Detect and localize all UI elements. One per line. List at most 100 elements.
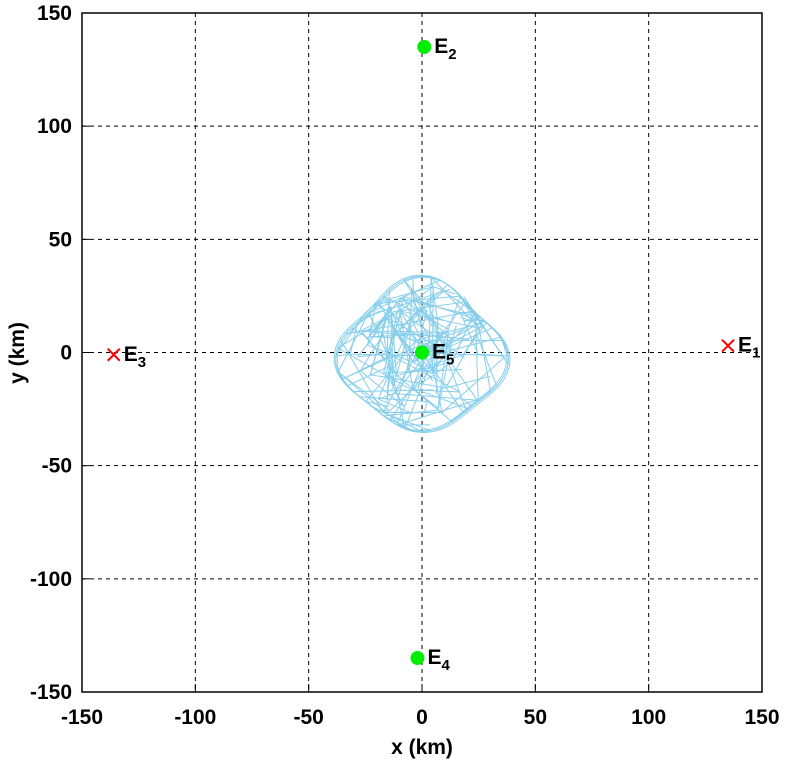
point-label-text: E [434, 35, 448, 58]
point-marker [721, 339, 735, 353]
point-label-subscript: 2 [448, 46, 456, 63]
mesh-edge [360, 330, 449, 333]
mesh-edge [408, 354, 463, 373]
x-tick-label: 50 [524, 706, 547, 729]
y-tick-label: -150 [30, 681, 72, 704]
mesh-edge [394, 315, 417, 341]
mesh-edge [389, 387, 394, 392]
point-marker [415, 345, 429, 360]
mesh-edge [403, 295, 487, 323]
mesh-edge [337, 371, 406, 429]
point-marker [107, 348, 121, 362]
mesh-edge [398, 340, 417, 396]
mesh-edge [395, 293, 436, 334]
point-label: E2 [434, 35, 456, 63]
mesh-edge [387, 352, 393, 356]
y-tick-label: 150 [37, 2, 72, 25]
point-label-subscript: 3 [138, 354, 146, 371]
mesh-edge [351, 327, 370, 340]
mesh-edge [392, 321, 412, 388]
y-tick-label: -100 [30, 568, 72, 591]
mesh-edge [462, 322, 487, 356]
mesh-edge [412, 387, 439, 409]
point-marker [417, 39, 432, 54]
mesh-edge [347, 365, 391, 387]
point-label: E3 [124, 343, 146, 371]
mesh-edge [375, 303, 396, 317]
mesh-edge [384, 328, 465, 360]
mesh-edge [337, 371, 391, 412]
mesh-edge [382, 412, 431, 432]
point-label-subscript: 5 [446, 352, 454, 369]
mesh-edge [431, 286, 434, 374]
mesh-edge [424, 357, 464, 413]
plot-frame [81, 12, 763, 693]
mesh-edge [415, 322, 482, 341]
point-label: E1 [738, 334, 760, 362]
mesh-edge [408, 289, 413, 372]
mesh-edge [357, 309, 382, 323]
mesh-edge [403, 279, 425, 304]
mesh-edge [360, 330, 406, 336]
mesh-edge [395, 332, 435, 373]
mesh-edge [363, 290, 444, 319]
mesh-edge [370, 374, 386, 378]
y-tick-label: 100 [37, 115, 72, 138]
point-label-subscript: 4 [441, 657, 450, 674]
y-axis-label: y (km) [6, 322, 29, 384]
mesh-edge [386, 352, 461, 393]
mesh-edge [434, 327, 493, 354]
point-label-subscript: 1 [752, 345, 760, 362]
mesh-edge [378, 301, 397, 334]
y-tick-label: 50 [49, 228, 72, 251]
mesh-edge [417, 333, 431, 390]
x-axis-label: x (km) [391, 736, 453, 759]
point-label-text: E [427, 646, 441, 669]
mesh-edge [430, 276, 480, 329]
mesh-edge [359, 396, 428, 403]
mesh-edge [474, 312, 479, 402]
point-label-text: E [432, 341, 446, 364]
mesh-edge [335, 312, 366, 357]
point-label-text: E [124, 343, 138, 366]
mesh-edge [367, 306, 392, 346]
mesh-edge [428, 339, 453, 360]
mesh-edge [435, 323, 439, 395]
mesh-edge [388, 361, 453, 378]
mesh-edge [428, 336, 502, 357]
mesh-edge [378, 398, 413, 414]
mesh-edge [399, 286, 434, 312]
point-marker [410, 651, 425, 666]
mesh-edge [365, 401, 390, 408]
mesh-edge [424, 301, 466, 358]
mesh-edge [445, 375, 490, 389]
mesh-edge [383, 369, 462, 374]
mesh-edge [443, 290, 476, 314]
point-label-text: E [738, 334, 752, 357]
mesh-edge [337, 347, 412, 391]
mesh-edge [443, 289, 451, 292]
mesh-outline [336, 276, 511, 434]
mesh-edge [445, 355, 467, 412]
mesh-edge [410, 290, 444, 322]
mesh-edge [413, 309, 446, 322]
mesh-edge [357, 352, 388, 358]
point-label: E4 [427, 646, 450, 674]
mesh-edge [386, 290, 390, 354]
asteroid-mesh [333, 274, 511, 434]
mesh-edge [393, 301, 466, 313]
mesh-edge [368, 312, 397, 376]
mesh-edge [413, 303, 453, 341]
mesh-edge [403, 279, 441, 340]
mesh-edge [400, 297, 439, 325]
mesh-edge [365, 339, 417, 402]
y-tick-label: -50 [42, 455, 72, 478]
mesh-edge [341, 354, 393, 380]
mesh-edge [445, 354, 479, 402]
mesh-edge [349, 322, 359, 355]
x-tick-label: -150 [61, 706, 103, 729]
mesh-edge [434, 352, 505, 357]
x-tick-label: 150 [744, 706, 779, 729]
